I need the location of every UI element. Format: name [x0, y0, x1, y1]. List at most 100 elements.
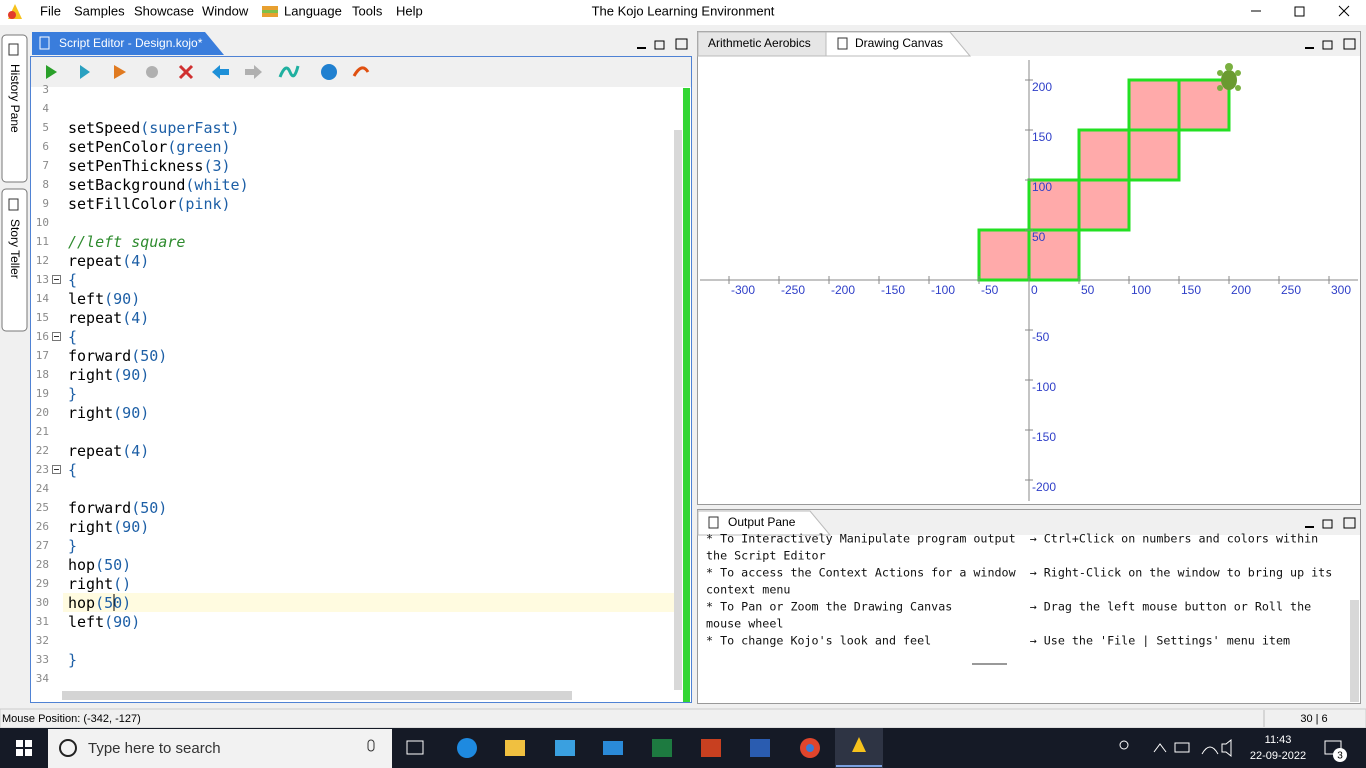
taskbar-apps[interactable]	[406, 728, 883, 768]
tab-label[interactable]: Drawing Canvas	[855, 36, 943, 50]
current-line	[63, 593, 674, 612]
line-number: 26	[36, 520, 49, 533]
editor-scrollbar[interactable]	[674, 130, 682, 690]
panel-controls[interactable]	[1305, 517, 1356, 529]
tab-icon	[39, 36, 50, 50]
canvas-tab-active[interactable]	[825, 31, 972, 57]
start-button[interactable]	[16, 740, 32, 756]
code-line[interactable]: repeat(4)	[68, 252, 149, 270]
line-number: 30	[36, 596, 49, 609]
line-number: 16	[36, 330, 49, 343]
y-tick-label: 100	[1032, 180, 1052, 194]
code-line[interactable]: //left square	[68, 233, 185, 251]
line-number: 8	[42, 178, 49, 191]
code-line[interactable]: left(90)	[68, 290, 140, 308]
horizontal-scrollbar[interactable]	[62, 691, 572, 700]
x-tick-label: -200	[831, 283, 855, 297]
notification-icon[interactable]	[1324, 740, 1342, 755]
tab-label[interactable]: Arithmetic Aerobics	[708, 36, 811, 50]
code-line[interactable]: hop(50)	[68, 556, 131, 574]
code-line[interactable]: right(90)	[68, 366, 149, 384]
search-placeholder[interactable]: Type here to search	[88, 740, 221, 757]
toolbar-icons[interactable]	[46, 64, 370, 80]
code-line[interactable]: repeat(4)	[68, 309, 149, 327]
mouse-position: Mouse Position: (-342, -127)	[2, 713, 141, 725]
notification-badge	[1333, 748, 1347, 762]
status-bar	[0, 708, 1366, 729]
code-line[interactable]: right(90)	[68, 404, 149, 422]
menu-item[interactable]: File	[40, 3, 61, 18]
line-number: 33	[36, 653, 49, 666]
code-line[interactable]: {	[68, 461, 77, 479]
code-line[interactable]: {	[68, 328, 77, 346]
code-line[interactable]: {	[68, 271, 77, 289]
side-tab[interactable]	[1, 34, 28, 183]
code-line[interactable]: right()	[68, 575, 131, 593]
line-number: 14	[36, 292, 50, 305]
panel-controls[interactable]	[637, 38, 688, 50]
code-line[interactable]: }	[68, 385, 77, 403]
line-number: 4	[42, 102, 49, 115]
line-number: 6	[42, 140, 49, 153]
code-line[interactable]: }	[68, 651, 77, 669]
tab-icon	[837, 37, 848, 50]
y-tick-label: -100	[1032, 380, 1056, 394]
canvas-tab[interactable]	[697, 31, 827, 57]
code-line[interactable]: right(90)	[68, 518, 149, 536]
line-number: 21	[36, 425, 49, 438]
code-line[interactable]: setBackground(white)	[68, 176, 249, 194]
line-number: 34	[36, 672, 50, 685]
panel-controls[interactable]	[1305, 38, 1356, 50]
side-tab-label[interactable]: Story Teller	[8, 219, 22, 279]
window-title: The Kojo Learning Environment	[592, 3, 775, 18]
search-box[interactable]	[48, 729, 392, 768]
turtle-drawing	[977, 78, 1231, 282]
y-tick-label: 150	[1032, 130, 1052, 144]
output-line: context menu	[706, 583, 790, 597]
menu-item[interactable]: Help	[396, 3, 423, 18]
line-number: 15	[36, 311, 49, 324]
code-line[interactable]: forward(50)	[68, 499, 167, 517]
code-line[interactable]: setPenThickness(3)	[68, 157, 231, 175]
line-number: 24	[36, 482, 50, 495]
search-icon	[59, 739, 77, 757]
editor-tab[interactable]	[32, 32, 224, 55]
x-tick-label: -250	[781, 283, 805, 297]
line-number: 13	[36, 273, 49, 286]
menu-item[interactable]: Window	[202, 3, 249, 18]
code-line[interactable]: setSpeed(superFast)	[68, 119, 240, 137]
code-line[interactable]: setPenColor(green)	[68, 138, 231, 156]
menu-item[interactable]: Tools	[352, 3, 383, 18]
tab-icon	[708, 516, 719, 529]
code-line[interactable]: }	[68, 537, 77, 555]
toolbar	[31, 57, 691, 87]
output-tab[interactable]	[697, 510, 832, 536]
code-line[interactable]: forward(50)	[68, 347, 167, 365]
code-line[interactable]: hop(50)	[68, 594, 131, 612]
line-number: 31	[36, 615, 49, 628]
clock-time[interactable]: 11:43	[1265, 734, 1292, 746]
side-tab-label[interactable]: History Pane	[8, 64, 22, 133]
tab-icon	[8, 198, 19, 211]
code-line[interactable]: repeat(4)	[68, 442, 149, 460]
clock-date[interactable]: 22-09-2022	[1250, 750, 1306, 762]
x-tick-label: 200	[1231, 283, 1251, 297]
tab-label[interactable]: Output Pane	[728, 515, 796, 529]
output-frame	[697, 509, 1361, 704]
menu-item[interactable]: Samples	[74, 3, 125, 18]
side-tab[interactable]	[1, 188, 28, 332]
menu-item[interactable]: Showcase	[134, 3, 194, 18]
line-number: 22	[36, 444, 49, 457]
output-scrollbar[interactable]	[1350, 600, 1359, 702]
line-number: 18	[36, 368, 49, 381]
mic-icon[interactable]	[367, 739, 375, 752]
x-tick-label: -100	[931, 283, 955, 297]
y-tick-label: 200	[1032, 80, 1052, 94]
menu-item[interactable]: Language	[284, 3, 342, 18]
code-line[interactable]: left(90)	[68, 613, 140, 631]
output-line: * To Interactively Manipulate program ou…	[706, 532, 1318, 546]
code-line[interactable]: setFillColor(pink)	[68, 195, 231, 213]
system-tray[interactable]	[1119, 738, 1232, 758]
line-number: 25	[36, 501, 49, 514]
line-number: 7	[42, 159, 49, 172]
